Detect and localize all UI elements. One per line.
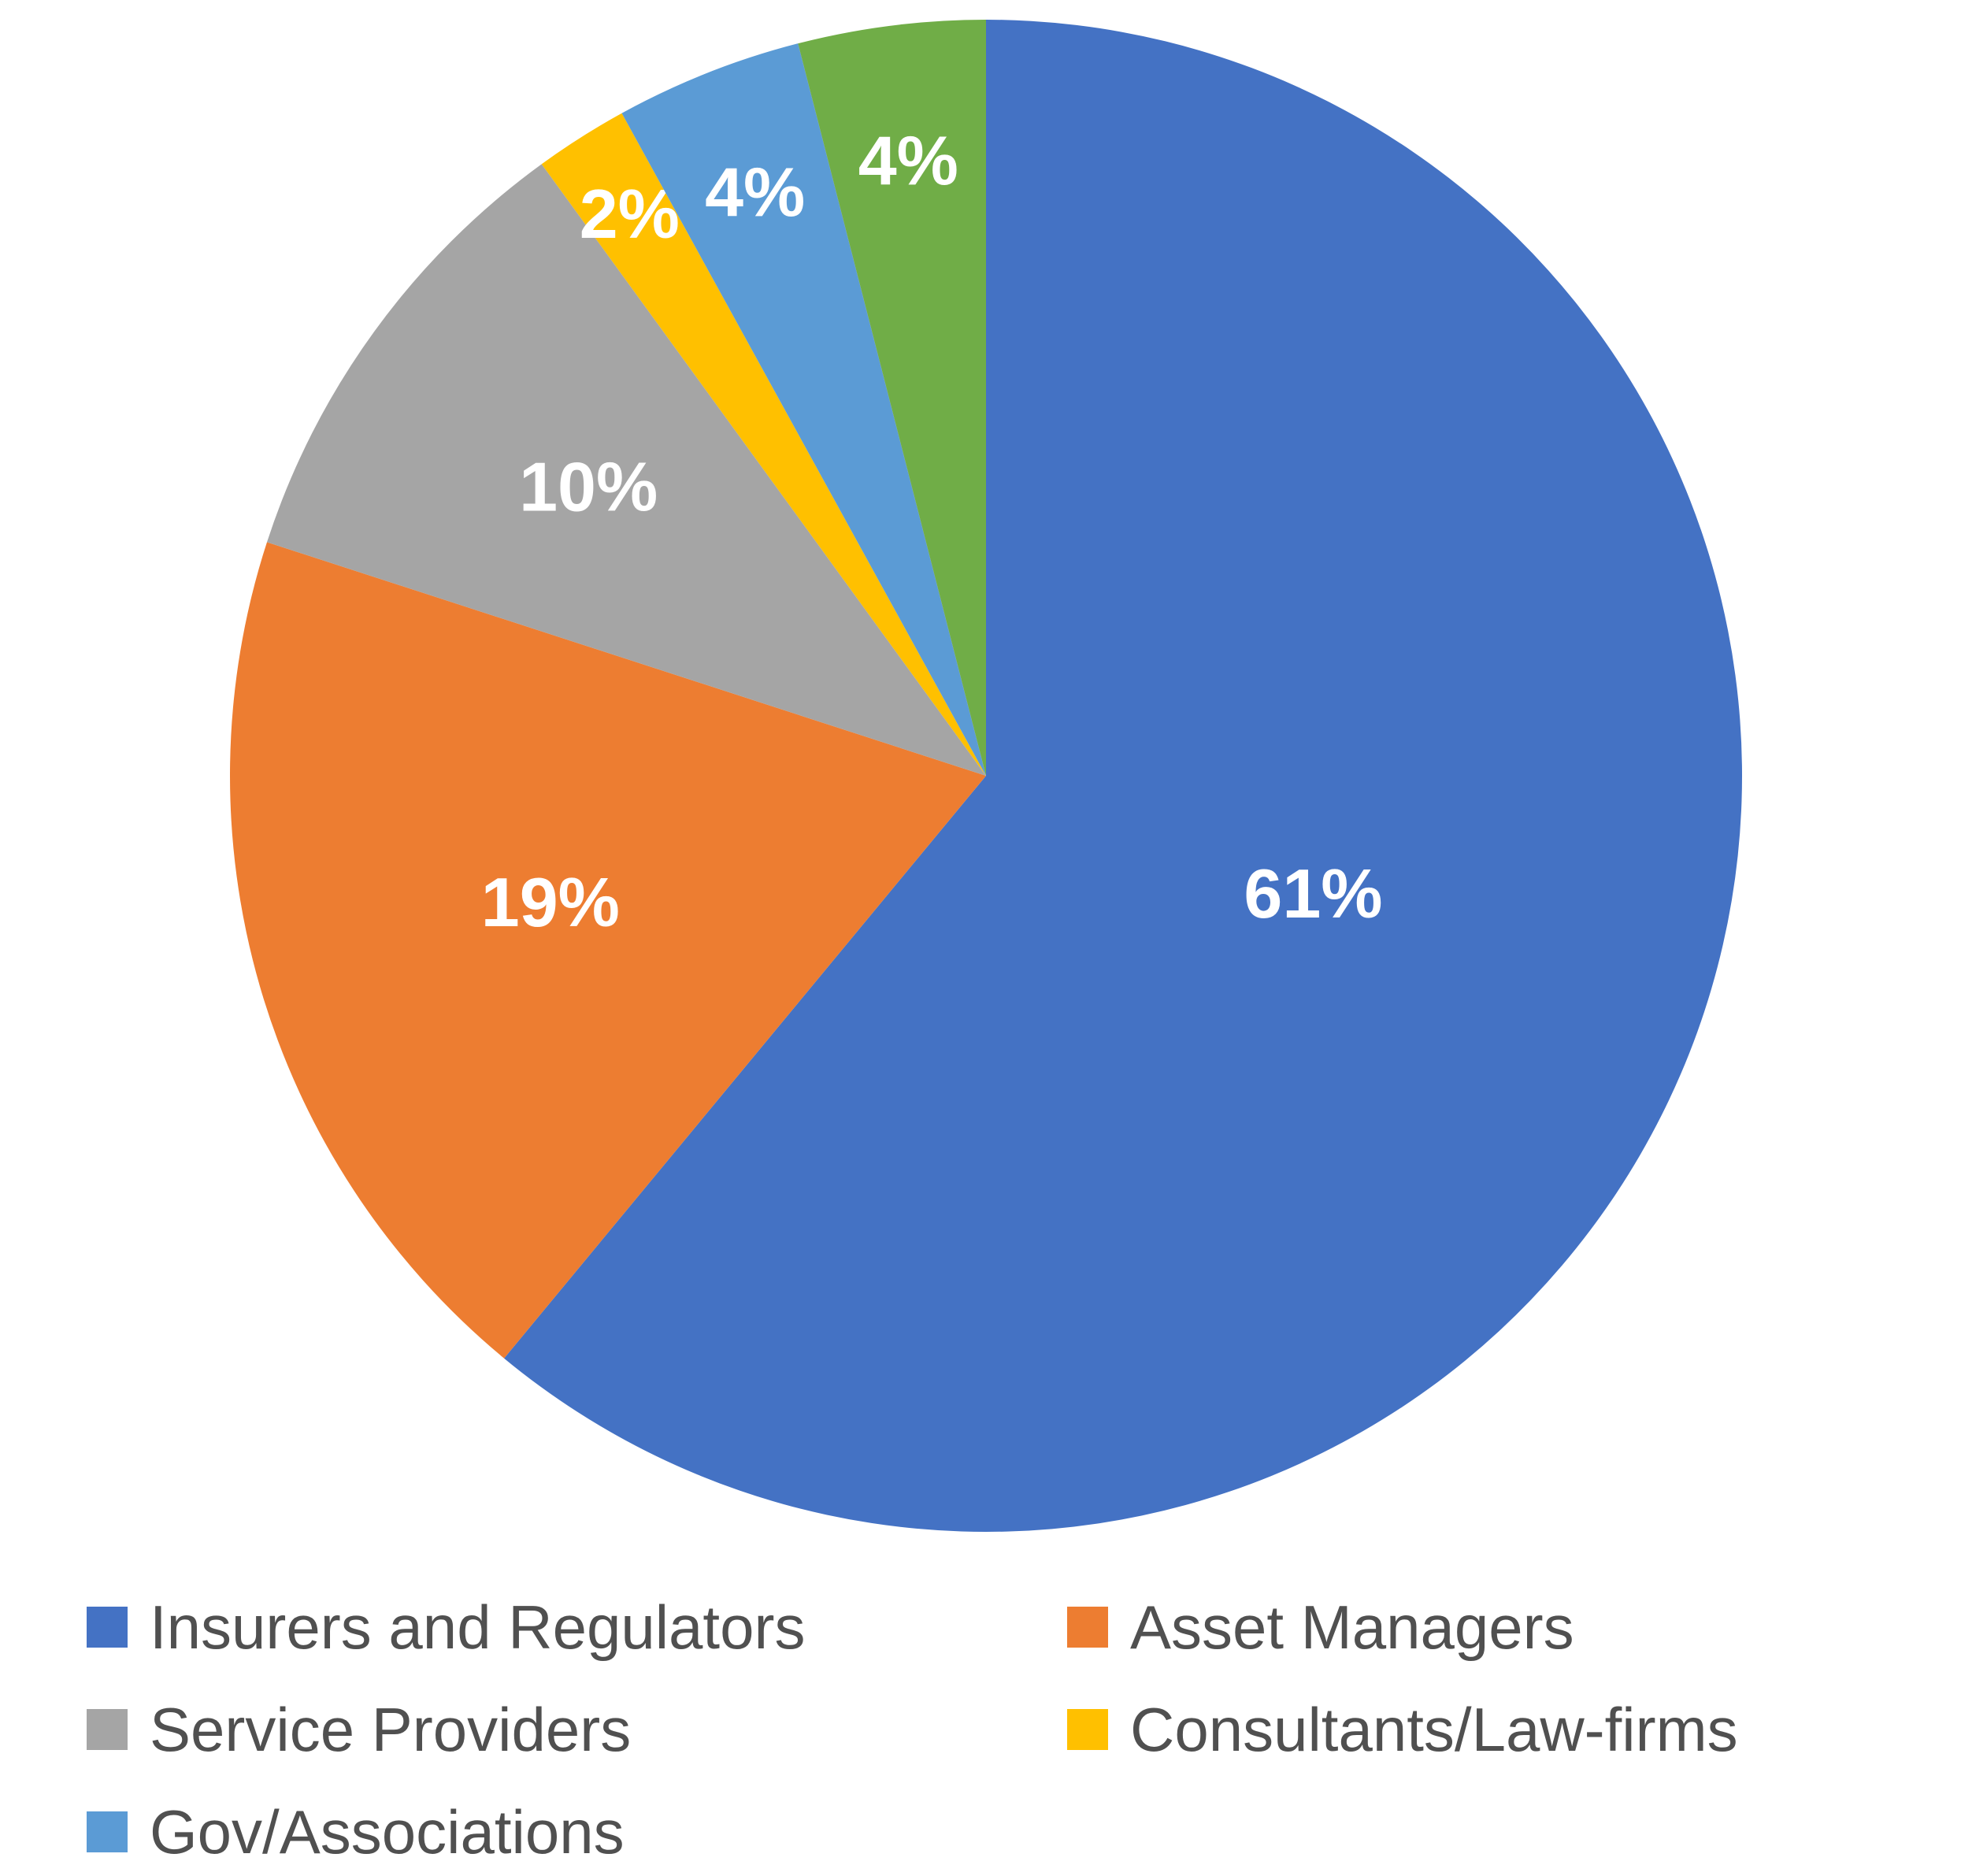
pie-slice-1 xyxy=(504,20,1742,1532)
legend-label: Service Providers xyxy=(150,1694,632,1764)
legend-item-5: Gov/Associations xyxy=(87,1788,1067,1876)
legend-item-2: Asset Managers xyxy=(1067,1583,1898,1671)
pie-slice-2 xyxy=(229,542,986,1359)
legend: Insurers and Regulators Asset Managers Ser… xyxy=(87,1583,1898,1876)
pie-slice-5 xyxy=(621,43,986,777)
slice-label-5: 4% xyxy=(705,154,805,232)
slice-label-3: 10% xyxy=(519,448,658,526)
legend-label: Insurers and Regulators xyxy=(150,1592,806,1662)
legend-item-1: Insurers and Regulators xyxy=(87,1583,1067,1671)
legend-label: Asset Managers xyxy=(1130,1592,1574,1662)
legend-item-4: Consultants/Law-firms xyxy=(1067,1685,1898,1774)
legend-swatch xyxy=(1067,1709,1108,1750)
slice-label-6: 4% xyxy=(858,122,958,200)
pie-slice-4 xyxy=(541,113,986,776)
legend-swatch xyxy=(1067,1607,1108,1648)
pie-chart: 61%19%10%2% 4% 4% xyxy=(229,20,1742,1532)
pie-slice-3 xyxy=(266,164,987,776)
legend-label: Consultants/Law-firms xyxy=(1130,1694,1738,1764)
pie-slice-6 xyxy=(798,20,986,776)
legend-item-3: Service Providers xyxy=(87,1685,1067,1774)
legend-swatch xyxy=(87,1811,128,1852)
slice-label-1: 61% xyxy=(1244,855,1382,932)
legend-swatch xyxy=(87,1607,128,1648)
legend-swatch xyxy=(87,1709,128,1750)
slice-label-2: 19% xyxy=(481,863,620,941)
legend-label: Gov/Associations xyxy=(150,1796,625,1867)
